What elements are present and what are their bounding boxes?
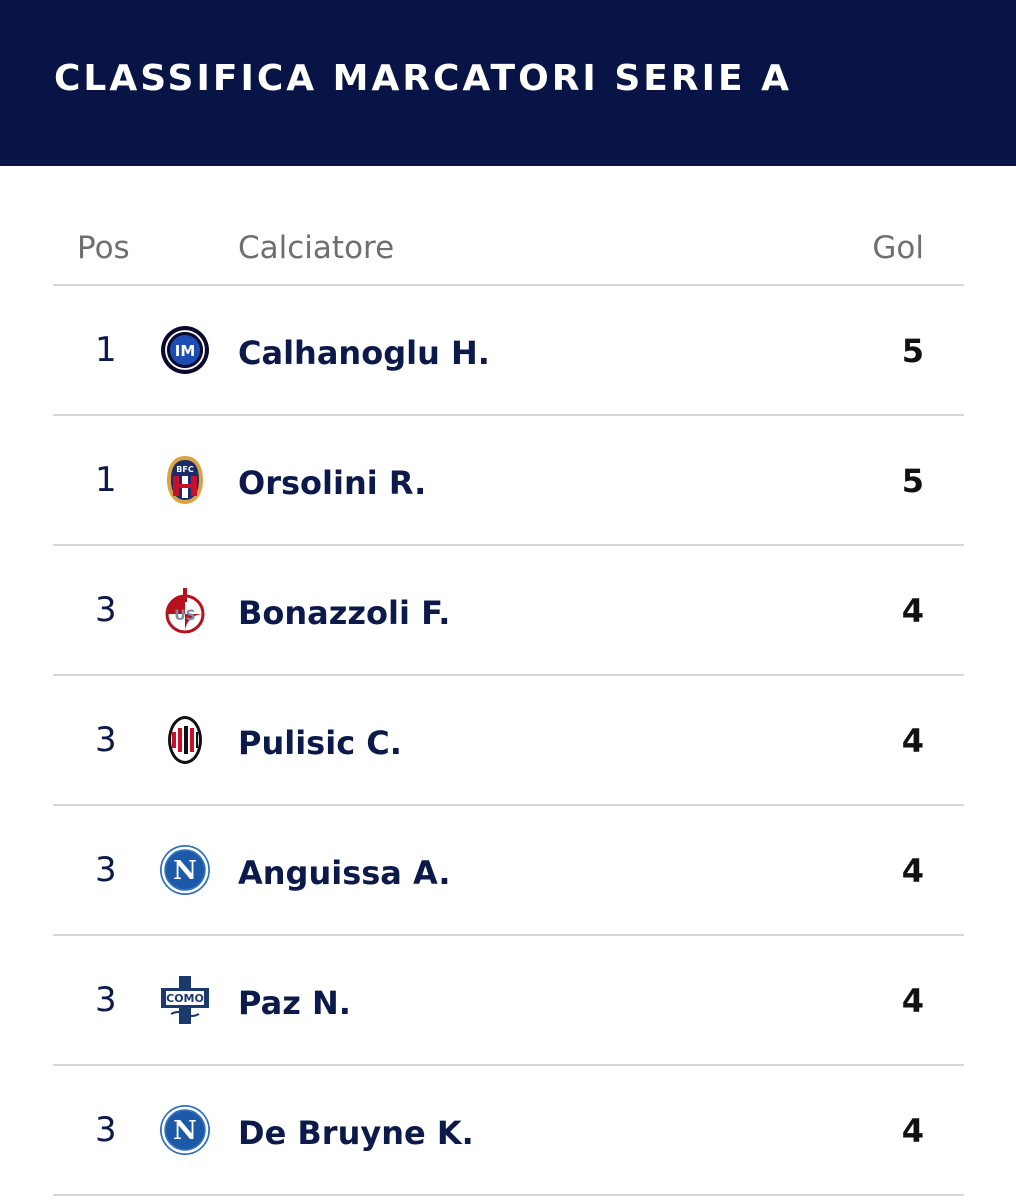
milan-crest-icon <box>159 714 211 766</box>
row-player-name: Anguissa A. <box>238 854 451 892</box>
row-position: 1 <box>95 460 117 500</box>
column-header-player: Calciatore <box>238 230 395 266</box>
table-row[interactable]: 1 IM Calhanoglu H. 5 <box>53 286 964 416</box>
svg-text:US: US <box>174 608 195 624</box>
row-position: 3 <box>95 720 117 760</box>
row-goals: 4 <box>901 592 924 630</box>
row-player-name: Bonazzoli F. <box>238 594 451 632</box>
row-player-name: De Bruyne K. <box>238 1114 474 1152</box>
row-player-name: Paz N. <box>238 984 351 1022</box>
cremonese-crest-icon: US <box>159 584 211 636</box>
scorers-table: Pos Calciatore Gol 1 IM Calhanoglu H. 5 … <box>53 166 964 1196</box>
row-goals: 4 <box>901 852 924 890</box>
column-header-pos: Pos <box>77 230 130 266</box>
page-title: CLASSIFICA MARCATORI SERIE A <box>54 57 792 99</box>
svg-text:COMO: COMO <box>166 992 204 1005</box>
row-goals: 4 <box>901 1112 924 1150</box>
row-player-name: Calhanoglu H. <box>238 334 490 372</box>
row-goals: 4 <box>901 722 924 760</box>
table-row[interactable]: 3 COMO Paz N. 4 <box>53 936 964 1066</box>
table-row[interactable]: 3 US Bonazzoli F. 4 <box>53 546 964 676</box>
table-row[interactable]: 1 BFC Orsolini R. 5 <box>53 416 964 546</box>
table-header: Pos Calciatore Gol <box>53 166 964 286</box>
bologna-crest-icon: BFC <box>159 454 211 506</box>
como-crest-icon: COMO <box>159 974 211 1026</box>
inter-crest-icon: IM <box>159 324 211 376</box>
table-row[interactable]: 3 Pulisic C. 4 <box>53 676 964 806</box>
row-goals: 5 <box>901 462 924 500</box>
row-goals: 4 <box>901 982 924 1020</box>
row-position: 3 <box>95 590 117 630</box>
napoli-crest-icon: N <box>159 1104 211 1156</box>
row-player-name: Pulisic C. <box>238 724 402 762</box>
row-position: 3 <box>95 1110 117 1150</box>
column-header-goals: Gol <box>872 230 924 266</box>
svg-text:BFC: BFC <box>176 465 194 474</box>
row-position: 3 <box>95 850 117 890</box>
svg-text:N: N <box>173 1116 197 1146</box>
napoli-crest-icon: N <box>159 844 211 896</box>
table-row[interactable]: 3 N De Bruyne K. 4 <box>53 1066 964 1196</box>
row-goals: 5 <box>901 332 924 370</box>
row-player-name: Orsolini R. <box>238 464 427 502</box>
svg-text:IM: IM <box>175 342 196 360</box>
row-position: 1 <box>95 330 117 370</box>
row-position: 3 <box>95 980 117 1020</box>
page-header: CLASSIFICA MARCATORI SERIE A <box>0 0 1016 166</box>
table-row[interactable]: 3 N Anguissa A. 4 <box>53 806 964 936</box>
svg-text:N: N <box>173 856 197 886</box>
